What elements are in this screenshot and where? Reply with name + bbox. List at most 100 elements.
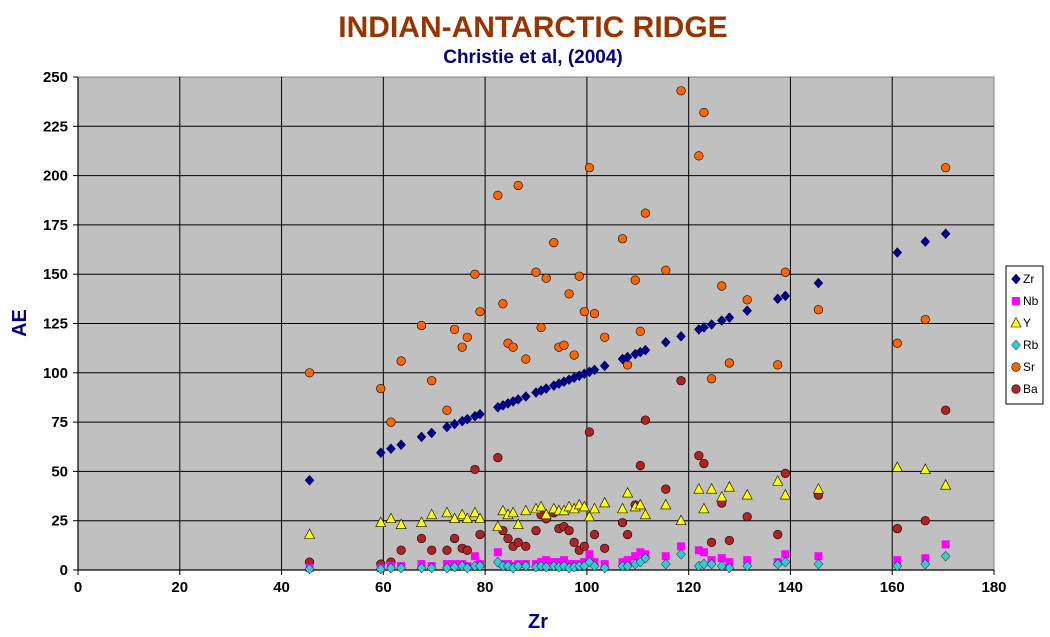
point-sr bbox=[416, 320, 427, 331]
legend-box bbox=[1005, 265, 1044, 405]
point-y bbox=[698, 502, 710, 514]
point-sr bbox=[536, 322, 546, 333]
point-y bbox=[492, 520, 504, 531]
point-y bbox=[622, 486, 634, 498]
y-tick-label: 150 bbox=[43, 266, 68, 283]
point-rb bbox=[640, 552, 651, 564]
point-zr bbox=[541, 383, 552, 394]
point-nb bbox=[661, 552, 670, 561]
point-y bbox=[741, 488, 753, 500]
point-sr bbox=[717, 281, 727, 291]
point-sr bbox=[396, 356, 406, 366]
point-ba bbox=[475, 529, 485, 540]
point-nb bbox=[921, 554, 930, 563]
point-sr bbox=[541, 273, 551, 283]
point-sr bbox=[780, 267, 790, 277]
point-zr bbox=[416, 431, 427, 443]
point-y bbox=[497, 504, 509, 516]
point-nb bbox=[623, 556, 632, 565]
point-y bbox=[426, 508, 438, 520]
point-zr bbox=[706, 319, 717, 330]
point-sr bbox=[676, 86, 686, 96]
y-tick-label: 225 bbox=[43, 118, 68, 135]
y-tick-label: 200 bbox=[43, 168, 68, 185]
point-ba bbox=[941, 405, 951, 415]
point-zr bbox=[442, 421, 452, 433]
point-ba bbox=[635, 460, 645, 471]
point-ba bbox=[699, 458, 709, 469]
point-y bbox=[512, 518, 524, 529]
point-zr bbox=[716, 315, 727, 326]
point-zr bbox=[772, 293, 783, 305]
point-y bbox=[449, 512, 461, 524]
series-y bbox=[304, 461, 952, 539]
chart-subtitle: Christie et al, (2004) bbox=[443, 47, 623, 68]
y-tick-label: 125 bbox=[43, 316, 68, 333]
point-rb bbox=[416, 562, 427, 574]
point-rb bbox=[622, 560, 633, 572]
point-ba bbox=[396, 545, 406, 555]
legend-item-zr: Zr bbox=[1011, 272, 1034, 286]
point-nb bbox=[559, 556, 568, 565]
legend-marker-nb bbox=[1012, 297, 1020, 305]
point-zr bbox=[813, 277, 824, 289]
point-ba bbox=[503, 533, 513, 544]
point-zr bbox=[375, 447, 386, 459]
point-y bbox=[716, 490, 728, 502]
point-zr bbox=[304, 474, 315, 486]
point-nb bbox=[585, 550, 594, 559]
legend-items: Zr Nb Y Rb Sr Ba bbox=[1010, 272, 1039, 396]
point-sr bbox=[635, 326, 645, 336]
point-nb bbox=[493, 548, 502, 557]
point-rb bbox=[676, 548, 686, 560]
point-sr bbox=[699, 107, 709, 118]
point-y bbox=[589, 502, 601, 514]
point-ba bbox=[493, 452, 503, 463]
point-y bbox=[441, 506, 453, 518]
point-zr bbox=[589, 364, 600, 376]
point-ba bbox=[676, 376, 686, 386]
point-zr bbox=[462, 413, 473, 425]
legend-marker-sr bbox=[1011, 362, 1021, 372]
x-tick-label: 20 bbox=[171, 579, 188, 596]
point-y bbox=[456, 508, 468, 520]
point-ba bbox=[470, 464, 480, 475]
y-tick-label: 100 bbox=[43, 365, 68, 382]
point-ba bbox=[640, 415, 651, 425]
point-ba bbox=[584, 427, 595, 437]
point-rb bbox=[660, 558, 671, 570]
point-nb bbox=[542, 556, 551, 565]
point-ba bbox=[531, 525, 541, 536]
point-ba bbox=[564, 525, 574, 536]
point-nb bbox=[743, 556, 752, 565]
point-sr bbox=[513, 180, 523, 191]
point-sr bbox=[508, 342, 518, 352]
point-zr bbox=[920, 236, 931, 248]
point-nb bbox=[725, 558, 734, 567]
y-axis-title: AE bbox=[9, 309, 31, 337]
point-zr bbox=[426, 427, 437, 439]
y-tick-label: 250 bbox=[43, 69, 68, 86]
point-ba bbox=[569, 537, 579, 547]
legend-label: Rb bbox=[1023, 338, 1039, 352]
point-rb bbox=[304, 563, 315, 575]
point-sr bbox=[549, 238, 559, 248]
x-tick-label: 60 bbox=[375, 579, 392, 596]
point-rb bbox=[742, 560, 753, 572]
x-tick-label: 140 bbox=[778, 579, 803, 596]
point-nb bbox=[814, 552, 823, 561]
point-ba bbox=[427, 545, 437, 555]
point-sr bbox=[569, 350, 579, 360]
x-tick-label: 100 bbox=[574, 579, 599, 596]
point-y bbox=[395, 518, 407, 529]
point-zr bbox=[699, 322, 709, 333]
point-rb bbox=[772, 558, 783, 570]
y-tick-label: 25 bbox=[51, 513, 68, 530]
point-sr bbox=[920, 314, 930, 325]
legend-label: Ba bbox=[1023, 382, 1038, 396]
point-zr bbox=[386, 443, 396, 455]
legend-item-rb: Rb bbox=[1011, 338, 1039, 352]
point-zr bbox=[475, 408, 485, 420]
point-sr bbox=[564, 289, 574, 299]
point-ba bbox=[416, 533, 427, 544]
